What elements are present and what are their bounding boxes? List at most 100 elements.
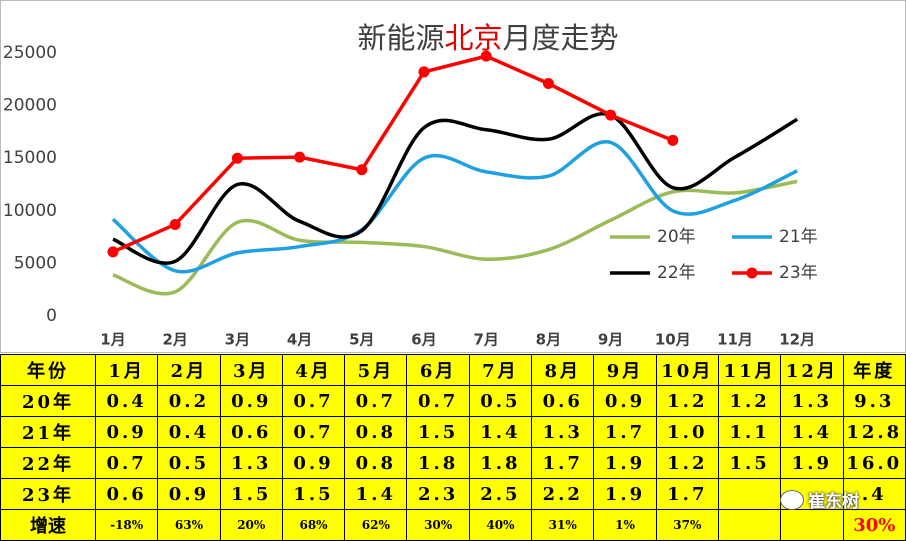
table-cell: 1.5: [219, 478, 283, 510]
table-cell: 1.9: [593, 447, 657, 479]
series-line: [112, 179, 798, 296]
table-cell: 0.8: [344, 416, 408, 448]
watermark-icon: [780, 489, 804, 510]
point: [356, 164, 368, 176]
table-row: 20年 0.4 0.2 0.9 0.7 0.7 0.7 0.5 0.6 0.9 1.2 1.2 1.3 9…: [0, 385, 906, 417]
table-cell: 7月: [468, 354, 533, 386]
table-row: 增速 -18% 63% 20% 68% 62% 30% 40% 31% 1% 37% 30%: [0, 509, 906, 541]
point: [480, 50, 492, 62]
table-cell: 6月: [406, 354, 470, 386]
table-cell: 0.9: [219, 385, 283, 417]
table-cell: 1.2: [717, 385, 782, 417]
table-cell: 2.2: [531, 478, 595, 510]
x-tick-label: 3月: [225, 331, 250, 349]
table-cell: 0.6: [94, 478, 159, 510]
table-cell: 2.3: [406, 478, 470, 510]
table-cell: 12月: [780, 354, 844, 386]
series-line: [112, 54, 674, 254]
legend-label: 21年: [779, 227, 818, 247]
table-cell: 23年: [0, 478, 96, 510]
table-cell: 增速: [0, 509, 96, 541]
table-cell: 0.7: [406, 385, 470, 417]
table-cell: 年份: [0, 354, 96, 386]
table-cell: 1.2: [655, 447, 719, 479]
table-cell: 31%: [531, 509, 595, 541]
table-cell: 0.9: [157, 478, 221, 510]
y-tick-label: 5000: [14, 253, 57, 273]
table-cell: 1.8: [406, 447, 470, 479]
point: [231, 152, 243, 164]
table-cell: 40%: [468, 509, 533, 541]
point: [667, 134, 679, 146]
legend-label: 22年: [657, 263, 696, 283]
table-cell: 1.7: [531, 447, 595, 479]
x-tick-label: 6月: [411, 331, 436, 349]
table-cell: 0.7: [281, 385, 346, 417]
table-cell: 10月: [655, 354, 719, 386]
chart-title: 新能源北京月度走势: [357, 21, 618, 55]
table-row: 22年 0.7 0.5 1.3 0.9 0.8 1.8 1.8 1.7 1.9 1.2 1.5 1.9 1…: [0, 447, 906, 479]
legend-marker: [746, 267, 758, 279]
table-row: 23年 0.6 0.9 1.5 1.5 1.4 2.3 2.5 2.2 1.9 1.7.4: [0, 478, 906, 510]
table-cell: [717, 509, 782, 541]
table-cell: 21年: [0, 416, 96, 448]
table-row: 年份 1月 2月 3月 4月 5月 6月 7月 8月 9月 10月 11月 12月 年度: [0, 354, 906, 386]
y-tick-label: 25000: [3, 43, 57, 63]
table-cell: 62%: [344, 509, 408, 541]
table-cell: [780, 509, 844, 541]
table-cell: 1.8: [468, 447, 533, 479]
table-cell: 3月: [219, 354, 283, 386]
table-cell: 1.9: [593, 478, 657, 510]
table-cell: 1.9: [780, 447, 844, 479]
title-part: 北京: [444, 21, 502, 55]
x-tick-label: 11月: [717, 331, 753, 349]
y-tick-label: 10000: [3, 201, 57, 221]
table-cell: 11月: [717, 354, 782, 386]
watermark: 崔东树: [780, 487, 859, 512]
table-cell: 0.7: [94, 447, 159, 479]
table-cell: 63%: [157, 509, 221, 541]
table-cell: 1.3: [219, 447, 283, 479]
table-cell: 0.7: [281, 416, 346, 448]
table-cell: 年度: [842, 354, 906, 386]
table-cell: 1.2: [655, 385, 719, 417]
point: [294, 151, 306, 163]
table-cell: [717, 478, 782, 510]
table-cell: 0.8: [344, 447, 408, 479]
table-cell: 1.5: [717, 447, 782, 479]
table-cell: 9.3: [842, 385, 906, 417]
table-cell: 1%: [593, 509, 657, 541]
table-cell: 1月: [94, 354, 159, 386]
series-line: [112, 111, 799, 265]
table-cell: 0.9: [94, 416, 159, 448]
series-line: [111, 140, 798, 274]
table-cell: 0.5: [157, 447, 221, 479]
x-tick-label: 8月: [536, 331, 561, 349]
y-tick-label: 20000: [3, 96, 57, 116]
table-cell: 0.5: [468, 385, 533, 417]
table-cell: 1.3: [531, 416, 595, 448]
table-cell: 4月: [281, 354, 346, 386]
x-tick-label: 1月: [100, 331, 125, 349]
point: [418, 66, 430, 78]
point: [169, 218, 181, 230]
table-cell: 20年: [0, 385, 96, 417]
table-cell: 0.9: [281, 447, 346, 479]
table-cell: 30%: [842, 509, 906, 541]
table-cell: 1.5: [406, 416, 470, 448]
table-cell: 30%: [406, 509, 470, 541]
point: [107, 246, 119, 258]
legend-label: 23年: [779, 263, 818, 283]
x-tick-label: 2月: [162, 331, 187, 349]
x-tick-label: 7月: [473, 331, 498, 349]
legend-label: 20年: [657, 227, 696, 247]
table-cell: 1.0: [655, 416, 719, 448]
table-cell: 1.7: [593, 416, 657, 448]
chart-frame: [0, 0, 906, 353]
table-cell: 16.0: [842, 447, 906, 479]
table-cell: -18%: [94, 509, 159, 541]
table-cell: 2月: [157, 354, 221, 386]
table-cell: 1.3: [780, 385, 844, 417]
table-row: 21年 0.9 0.4 0.6 0.7 0.8 1.5 1.4 1.3 1.7 1.0 1.1 1.4 1…: [0, 416, 906, 448]
title-part: 新能源: [357, 21, 444, 55]
